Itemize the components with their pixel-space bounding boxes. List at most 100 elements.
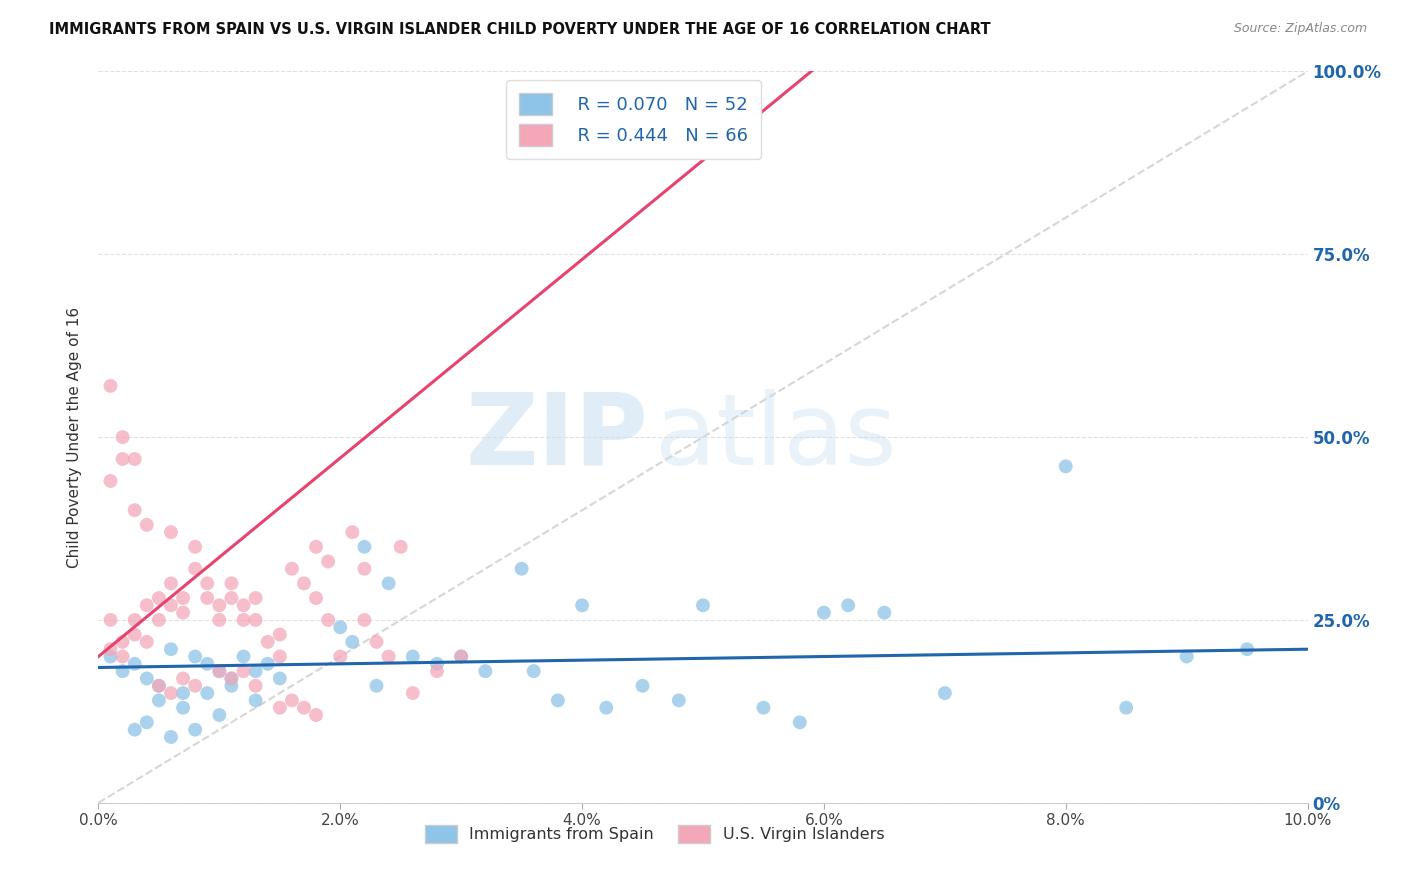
Y-axis label: Child Poverty Under the Age of 16: Child Poverty Under the Age of 16 xyxy=(67,307,83,567)
Point xyxy=(353,562,375,576)
Point xyxy=(184,562,207,576)
Text: Source: ZipAtlas.com: Source: ZipAtlas.com xyxy=(1233,22,1367,36)
Point xyxy=(752,700,775,714)
Point xyxy=(172,686,194,700)
Point xyxy=(100,649,122,664)
Point xyxy=(305,591,328,605)
Point xyxy=(269,627,291,641)
Point xyxy=(221,679,243,693)
Point xyxy=(160,599,183,613)
Point xyxy=(124,613,146,627)
Point xyxy=(100,474,122,488)
Point xyxy=(353,613,375,627)
Point xyxy=(426,664,449,678)
Point xyxy=(221,672,243,686)
Point xyxy=(221,576,243,591)
Point xyxy=(1054,459,1077,474)
Point xyxy=(100,379,122,393)
Point xyxy=(124,627,146,641)
Point xyxy=(256,657,278,671)
Point xyxy=(135,599,157,613)
Point xyxy=(426,657,449,671)
Point xyxy=(160,642,183,657)
Point xyxy=(184,540,207,554)
Point xyxy=(245,664,267,678)
Point xyxy=(111,452,134,467)
Point xyxy=(595,700,617,714)
Point xyxy=(172,606,194,620)
Point xyxy=(184,649,207,664)
Point xyxy=(148,679,170,693)
Point xyxy=(329,649,352,664)
Point xyxy=(631,679,654,693)
Point xyxy=(474,664,496,678)
Point xyxy=(292,576,315,591)
Point xyxy=(111,649,134,664)
Point xyxy=(172,672,194,686)
Point xyxy=(1115,700,1137,714)
Point xyxy=(1236,642,1258,657)
Text: IMMIGRANTS FROM SPAIN VS U.S. VIRGIN ISLANDER CHILD POVERTY UNDER THE AGE OF 16 : IMMIGRANTS FROM SPAIN VS U.S. VIRGIN ISL… xyxy=(49,22,991,37)
Point xyxy=(111,635,134,649)
Point xyxy=(208,664,231,678)
Point xyxy=(232,613,254,627)
Point xyxy=(148,591,170,605)
Point xyxy=(124,723,146,737)
Point xyxy=(245,613,267,627)
Point xyxy=(402,649,425,664)
Point xyxy=(172,591,194,605)
Point xyxy=(111,430,134,444)
Point xyxy=(160,525,183,540)
Point xyxy=(402,686,425,700)
Point xyxy=(232,664,254,678)
Point xyxy=(305,540,328,554)
Point xyxy=(342,635,364,649)
Point xyxy=(316,613,339,627)
Point xyxy=(281,562,304,576)
Point xyxy=(208,599,231,613)
Point xyxy=(208,708,231,723)
Point xyxy=(269,700,291,714)
Point xyxy=(195,576,218,591)
Point xyxy=(668,693,690,707)
Text: atlas: atlas xyxy=(655,389,896,485)
Point xyxy=(184,723,207,737)
Point xyxy=(135,715,157,730)
Point xyxy=(837,599,859,613)
Point xyxy=(245,693,267,707)
Point xyxy=(124,657,146,671)
Point xyxy=(366,635,388,649)
Point xyxy=(269,649,291,664)
Point xyxy=(450,649,472,664)
Point xyxy=(813,606,835,620)
Point xyxy=(100,613,122,627)
Point xyxy=(232,599,254,613)
Point xyxy=(135,672,157,686)
Point xyxy=(135,635,157,649)
Point xyxy=(377,576,399,591)
Point xyxy=(148,693,170,707)
Point xyxy=(160,730,183,744)
Point xyxy=(316,554,339,568)
Point xyxy=(692,599,714,613)
Point xyxy=(789,715,811,730)
Point xyxy=(366,679,388,693)
Point xyxy=(221,672,243,686)
Point xyxy=(160,576,183,591)
Point xyxy=(221,591,243,605)
Point xyxy=(256,635,278,649)
Point xyxy=(389,540,412,554)
Point xyxy=(269,672,291,686)
Point xyxy=(281,693,304,707)
Point xyxy=(450,649,472,664)
Point xyxy=(547,693,569,707)
Point xyxy=(148,679,170,693)
Legend: Immigrants from Spain, U.S. Virgin Islanders: Immigrants from Spain, U.S. Virgin Islan… xyxy=(419,819,891,850)
Point xyxy=(232,649,254,664)
Point xyxy=(195,591,218,605)
Point xyxy=(934,686,956,700)
Point xyxy=(195,657,218,671)
Point xyxy=(1175,649,1198,664)
Point xyxy=(245,679,267,693)
Point xyxy=(208,613,231,627)
